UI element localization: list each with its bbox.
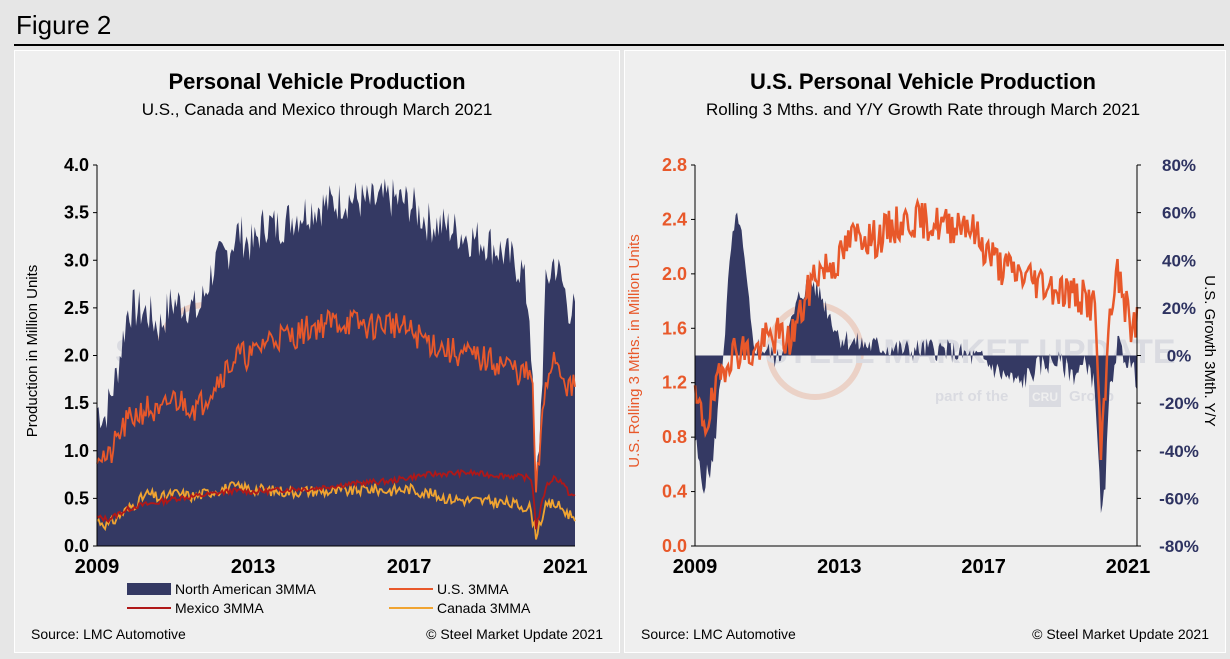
left-y-tick-label: 0.5 <box>64 488 89 508</box>
left-y-axis-label: Production in Million Units <box>24 265 41 438</box>
left-plot-area <box>96 165 576 547</box>
right-right-y-tick-label: 20% <box>1162 299 1196 318</box>
right-chart-svg: U.S. Personal Vehicle Production Rolling… <box>626 69 1218 642</box>
right-left-y-tick-label: 0.0 <box>662 536 687 556</box>
left-x-ticks: 2009 2013 2017 2021 <box>75 556 588 578</box>
line-us-rolling-3mths <box>693 197 1139 461</box>
area-north-american-3mma <box>97 178 575 546</box>
legend-swatch-north-american <box>127 583 171 595</box>
left-chart-svg: Personal Vehicle Production U.S., Canada… <box>24 69 603 642</box>
left-credit: © Steel Market Update 2021 <box>426 626 603 642</box>
left-y-ticks: 0.0 0.5 1.0 1.5 2.0 2.5 3.0 3.5 4.0 <box>64 155 97 556</box>
right-chart-subtitle: Rolling 3 Mths. and Y/Y Growth Rate thro… <box>706 100 1140 119</box>
watermark-brand-box <box>1029 385 1061 407</box>
line-us-3mma <box>96 308 576 493</box>
right-left-y-tick-label: 1.2 <box>662 373 687 393</box>
left-x-tick-label: 2013 <box>231 556 276 578</box>
legend-label-canada: Canada 3MMA <box>437 600 531 616</box>
left-y-tick-label: 3.5 <box>64 203 89 223</box>
left-chart-subtitle: U.S., Canada and Mexico through March 20… <box>142 100 493 119</box>
right-left-y-ticks: 0.0 0.4 0.8 1.2 1.6 2.0 2.4 2.8 <box>662 155 695 556</box>
left-y-tick-label: 2.0 <box>64 346 89 366</box>
left-source: Source: LMC Automotive <box>31 626 186 642</box>
right-right-y-tick-label: 0% <box>1167 347 1192 366</box>
right-source: Source: LMC Automotive <box>641 626 796 642</box>
left-y-tick-label: 4.0 <box>64 155 89 175</box>
left-y-tick-label: 3.0 <box>64 250 89 270</box>
right-right-y-tick-label: 40% <box>1162 251 1196 270</box>
right-chart-panel: U.S. Personal Vehicle Production Rolling… <box>624 50 1226 653</box>
right-right-y-tick-label: 80% <box>1162 156 1196 175</box>
left-y-tick-label: 2.5 <box>64 298 89 318</box>
right-left-y-tick-label: 2.4 <box>662 209 687 229</box>
legend-label-us: U.S. 3MMA <box>437 581 509 597</box>
left-y-tick-label: 1.5 <box>64 393 89 413</box>
right-right-y-tick-label: -60% <box>1159 489 1199 508</box>
right-left-y-tick-label: 2.8 <box>662 155 687 175</box>
right-right-y-ticks: -80% -60% -40% -20% 0% 20% 40% 60% 80% <box>1137 156 1199 556</box>
right-chart-title: U.S. Personal Vehicle Production <box>750 69 1096 94</box>
figure-divider <box>14 44 1224 46</box>
line-canada-3mma <box>96 480 576 540</box>
watermark-brand: CRU <box>1032 390 1058 404</box>
left-chart-panel: Personal Vehicle Production U.S., Canada… <box>14 50 620 653</box>
left-x-tick-label: 2021 <box>543 556 588 578</box>
right-right-y-tick-label: -40% <box>1159 442 1199 461</box>
left-y-tick-label: 1.0 <box>64 441 89 461</box>
right-left-y-tick-label: 0.4 <box>662 482 687 502</box>
right-left-y-tick-label: 2.0 <box>662 264 687 284</box>
left-y-tick-label: 0.0 <box>64 536 89 556</box>
right-right-y-tick-label: 60% <box>1162 204 1196 223</box>
left-x-tick-label: 2017 <box>387 556 432 578</box>
right-x-tick-label: 2017 <box>961 556 1006 578</box>
right-right-y-tick-label: -20% <box>1159 394 1199 413</box>
right-x-tick-label: 2013 <box>817 556 862 578</box>
legend-label-mexico: Mexico 3MMA <box>175 600 264 616</box>
line-mexico-3mma <box>96 468 576 530</box>
right-x-tick-label: 2021 <box>1106 556 1151 578</box>
right-right-axis-label: U.S. Growth 3Mth. Y/Y <box>1201 275 1218 426</box>
right-x-ticks: 2009 2013 2017 2021 <box>673 556 1150 578</box>
right-plot-area <box>693 165 1139 547</box>
left-x-tick-label: 2009 <box>75 556 120 578</box>
left-chart-title: Personal Vehicle Production <box>168 69 465 94</box>
watermark-part-of: part of the <box>935 388 1008 405</box>
right-x-tick-label: 2009 <box>673 556 718 578</box>
area-us-growth-yy <box>695 212 1137 514</box>
left-legend: North American 3MMA U.S. 3MMA Mexico 3MM… <box>127 581 531 616</box>
right-credit: © Steel Market Update 2021 <box>1032 626 1209 642</box>
figure-label: Figure 2 <box>16 10 112 40</box>
right-left-axis-label: U.S. Rolling 3 Mths. in Million Units <box>626 234 643 467</box>
right-left-y-tick-label: 1.6 <box>662 318 687 338</box>
right-left-y-tick-label: 0.8 <box>662 427 687 447</box>
right-right-y-tick-label: -80% <box>1159 537 1199 556</box>
legend-label-north-american: North American 3MMA <box>175 581 316 597</box>
